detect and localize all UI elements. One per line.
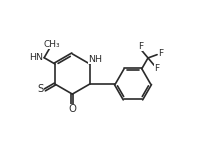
Text: O: O — [68, 104, 76, 114]
Text: CH₃: CH₃ — [43, 40, 60, 49]
Text: NH: NH — [88, 55, 102, 64]
Text: HN: HN — [29, 53, 43, 62]
Text: F: F — [138, 42, 143, 52]
Text: F: F — [154, 64, 159, 73]
Text: S: S — [37, 85, 44, 94]
Text: F: F — [158, 49, 163, 58]
